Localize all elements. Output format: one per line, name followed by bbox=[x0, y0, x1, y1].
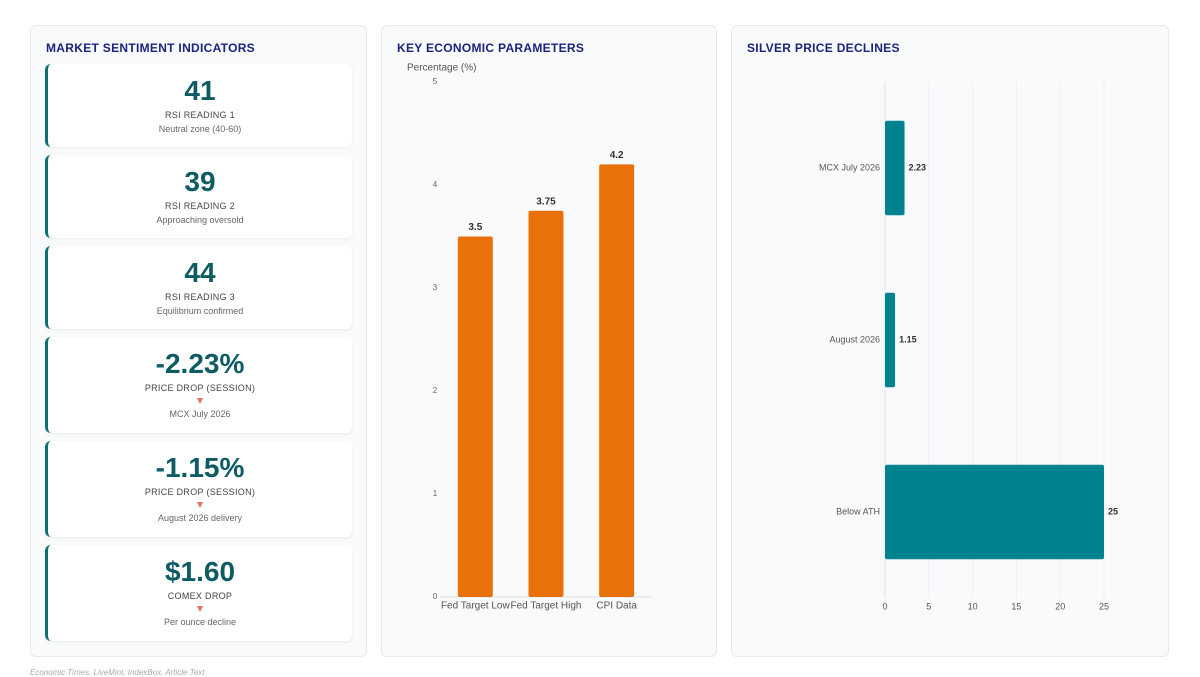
bar bbox=[885, 292, 896, 388]
kpi-card: -1.15% PRICE DROP (SESSION) August 2026 de… bbox=[45, 441, 352, 537]
y-tick-label: 3 bbox=[433, 283, 438, 292]
sentiment-panel: MARKET SENTIMENT INDICATORS 41 RSI READIN… bbox=[30, 25, 367, 657]
kpi-value: -2.23% bbox=[155, 348, 245, 379]
x-tick-label: 10 bbox=[968, 601, 978, 611]
kpi-value: $1.60 bbox=[164, 556, 236, 587]
value-label: 2.23 bbox=[909, 162, 927, 172]
kpi-value: 44 bbox=[184, 257, 216, 288]
kpi-label: PRICE DROP (SESSION) bbox=[144, 383, 256, 393]
y-tick-label: MCX July 2026 bbox=[819, 162, 880, 172]
kpi-note: Approaching oversold bbox=[156, 215, 244, 225]
down-arrow bbox=[197, 502, 203, 508]
kpi-value: 39 bbox=[184, 166, 216, 197]
kpi-card: -2.23% PRICE DROP (SESSION) MCX July 2026 bbox=[45, 337, 352, 433]
kpi-note: August 2026 delivery bbox=[157, 513, 243, 523]
x-tick-label: 25 bbox=[1099, 601, 1109, 611]
x-tick-label: 20 bbox=[1055, 601, 1065, 611]
y-tick-label: 0 bbox=[433, 592, 438, 601]
bar bbox=[528, 210, 564, 597]
x-tick-label: Fed Target Low bbox=[441, 601, 511, 612]
value-label: 4.2 bbox=[610, 150, 624, 161]
kpi-value: 41 bbox=[184, 75, 216, 106]
kpi-label: RSI READING 1 bbox=[165, 110, 235, 120]
value-label: 3.5 bbox=[468, 222, 482, 233]
kpi-card: 39 RSI READING 2 Approaching oversold bbox=[45, 155, 352, 238]
kpi-label: RSI READING 3 bbox=[165, 292, 235, 302]
kpi-label: COMEX DROP bbox=[167, 591, 233, 601]
kpi-card: $1.60 COMEX DROP Per ounce decline bbox=[45, 545, 352, 641]
down-arrow bbox=[197, 606, 203, 612]
kpi-label: RSI READING 2 bbox=[165, 201, 235, 211]
x-tick-label: CPI Data bbox=[596, 601, 637, 612]
kpi-note: Neutral zone (40-60) bbox=[158, 124, 242, 134]
y-tick-label: Below ATH bbox=[836, 506, 880, 516]
value-label: 1.15 bbox=[899, 334, 917, 344]
y-tick-label: August 2026 bbox=[829, 334, 880, 344]
x-tick-label: 15 bbox=[1011, 601, 1021, 611]
down-arrow bbox=[197, 398, 203, 404]
bar bbox=[457, 236, 493, 597]
x-tick-label: 0 bbox=[882, 601, 887, 611]
panel-title: KEY ECONOMIC PARAMETERS bbox=[397, 41, 585, 55]
kpi-note: Equilibrium confirmed bbox=[156, 306, 244, 316]
x-tick-label: 5 bbox=[926, 601, 931, 611]
y-tick-label: 4 bbox=[433, 180, 438, 189]
y-tick-label: 5 bbox=[433, 77, 438, 86]
panel-title: SILVER PRICE DECLINES bbox=[747, 41, 900, 55]
kpi-card: 41 RSI READING 1 Neutral zone (40-60) bbox=[45, 64, 352, 147]
bar bbox=[885, 120, 905, 216]
value-label: 25 bbox=[1108, 506, 1118, 516]
x-tick-label: Fed Target High bbox=[511, 601, 582, 612]
y-axis-label: Percentage (%) bbox=[407, 63, 476, 74]
bar bbox=[599, 164, 635, 597]
y-tick-label: 2 bbox=[433, 386, 438, 395]
value-label: 3.75 bbox=[536, 196, 556, 207]
kpi-value: -1.15% bbox=[155, 452, 245, 483]
kpi-card: 44 RSI READING 3 Equilibrium confirmed bbox=[45, 246, 352, 329]
card-list: 41 RSI READING 1 Neutral zone (40-60) 39 RSI… bbox=[45, 64, 352, 641]
kpi-note: MCX July 2026 bbox=[169, 409, 231, 419]
bar bbox=[885, 464, 1104, 560]
panel-title: MARKET SENTIMENT INDICATORS bbox=[46, 41, 255, 55]
source: Economic Times, LiveMint, IndexBox, Arti… bbox=[30, 668, 205, 677]
kpi-note: Per ounce decline bbox=[163, 617, 237, 627]
kpi-label: PRICE DROP (SESSION) bbox=[144, 487, 256, 497]
y-tick-label: 1 bbox=[433, 489, 438, 498]
